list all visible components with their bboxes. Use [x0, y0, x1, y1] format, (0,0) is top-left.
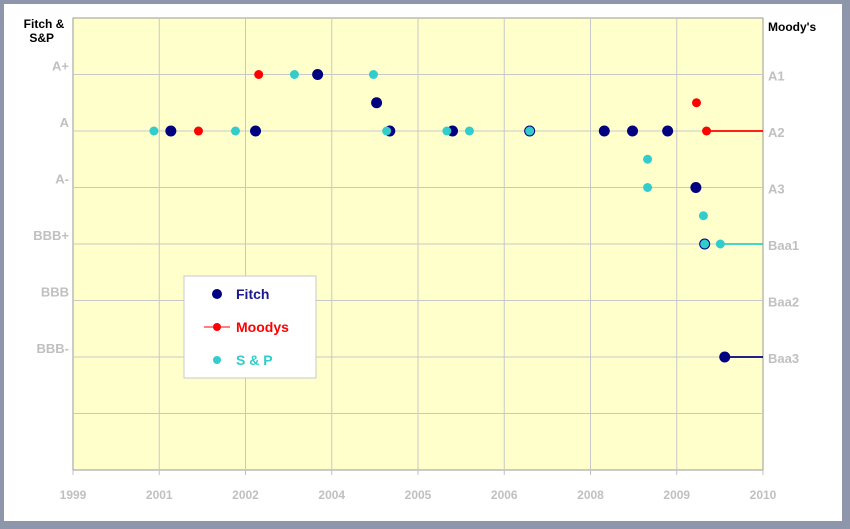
- right-tick-label: Baa1: [768, 238, 799, 253]
- x-tick-label: 2010: [750, 488, 777, 502]
- data-point: [382, 126, 392, 136]
- legend-label: Fitch: [236, 286, 269, 302]
- data-point: [289, 70, 299, 79]
- x-tick-label: 2009: [663, 488, 690, 502]
- data-point: [662, 125, 674, 137]
- right-tick-label: A3: [768, 182, 785, 197]
- data-point: [165, 125, 177, 137]
- x-tick-label: 2008: [577, 488, 604, 502]
- data-point: [643, 154, 653, 164]
- data-point: [149, 126, 159, 136]
- left-tick-label: BBB: [41, 285, 69, 300]
- data-point: [692, 98, 702, 108]
- legend-marker: [213, 356, 221, 364]
- data-point: [371, 97, 383, 109]
- data-point: [250, 125, 262, 137]
- data-point: [368, 70, 378, 79]
- x-tick-label: 2006: [491, 488, 518, 502]
- data-point: [312, 69, 324, 80]
- data-point: [700, 239, 710, 249]
- left-tick-label: A: [60, 115, 70, 130]
- data-point: [627, 125, 639, 137]
- data-point: [698, 211, 708, 221]
- right-tick-label: Baa3: [768, 351, 799, 366]
- x-tick-label: 2004: [318, 488, 345, 502]
- data-point: [442, 126, 452, 136]
- legend-marker: [212, 289, 222, 299]
- series-layer: [149, 69, 763, 363]
- series-moodys: [193, 70, 763, 136]
- data-point: [525, 126, 535, 136]
- legend-label: Moodys: [236, 319, 289, 335]
- left-tick-label: BBB+: [33, 228, 69, 243]
- legend: Fitch Moodys S & P: [183, 275, 317, 379]
- axis-labels: 1999 2001 2002 2004 2005 2006 2008 2009 2010 BBB-…: [33, 59, 799, 503]
- right-tick-label: A2: [768, 125, 785, 140]
- data-point: [643, 183, 653, 192]
- data-point: [690, 182, 702, 193]
- legend-label: S & P: [236, 352, 273, 368]
- left-axis-title-line1: Fitch &: [24, 17, 65, 31]
- left-tick-label: A+: [52, 59, 69, 74]
- data-point: [193, 126, 203, 136]
- series-s-p: [149, 70, 763, 249]
- data-point: [715, 239, 725, 249]
- x-tick-label: 1999: [60, 488, 87, 502]
- x-tick-label: 2002: [232, 488, 259, 502]
- data-point: [464, 126, 474, 136]
- x-tick-label: 2005: [405, 488, 432, 502]
- data-point: [230, 126, 240, 136]
- left-axis-title-line2: S&P: [29, 31, 54, 45]
- right-tick-label: A1: [768, 69, 785, 84]
- legend-marker: [213, 323, 221, 331]
- right-tick-label: Baa2: [768, 295, 799, 310]
- data-point: [598, 125, 610, 137]
- data-point: [702, 126, 712, 136]
- data-point: [254, 70, 264, 79]
- right-axis-title: Moody's: [768, 20, 817, 34]
- data-point: [719, 351, 731, 363]
- x-tick-label: 2001: [146, 488, 173, 502]
- left-tick-label: A-: [55, 172, 69, 187]
- left-tick-label: BBB-: [37, 341, 70, 356]
